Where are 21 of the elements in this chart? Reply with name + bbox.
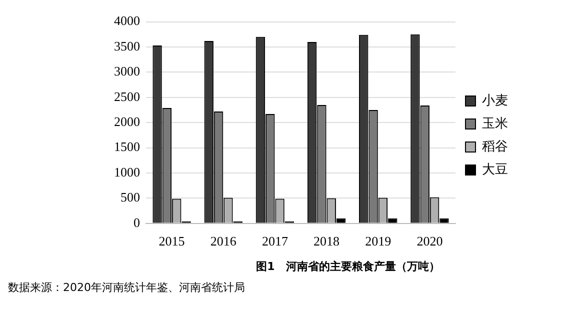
y-tick-label: 2500 <box>114 88 140 104</box>
x-tick-label: 2020 <box>416 234 443 249</box>
text: 图1 河南省的主要粮食产量（万吨） <box>255 259 441 274</box>
y-tick-label: 500 <box>120 190 140 205</box>
x-tick-label: 2017 <box>262 234 288 249</box>
y-tick-label: 1500 <box>114 139 140 154</box>
legend-label: 稻谷 <box>482 139 508 154</box>
x-tick-label: 2015 <box>158 234 185 249</box>
source-note: 数据来源：2020年河南统计年鉴、河南省统计局 <box>8 280 246 295</box>
x-tick-label: 2018 <box>314 234 340 249</box>
x-tick-label: 2016 <box>210 234 237 249</box>
y-tick-label: 0 <box>134 214 140 230</box>
y-tick-label: 2000 <box>114 114 140 130</box>
legend-label: 小麦 <box>482 93 508 108</box>
y-tick-label: 4000 <box>114 13 140 28</box>
y-tick-label: 3000 <box>114 64 140 79</box>
x-tick-label: 2019 <box>365 234 392 249</box>
legend-label: 大豆 <box>482 162 508 178</box>
legend-label: 玉米 <box>482 116 508 132</box>
y-tick-label: 3500 <box>114 38 140 54</box>
y-tick-label: 1000 <box>114 164 140 180</box>
